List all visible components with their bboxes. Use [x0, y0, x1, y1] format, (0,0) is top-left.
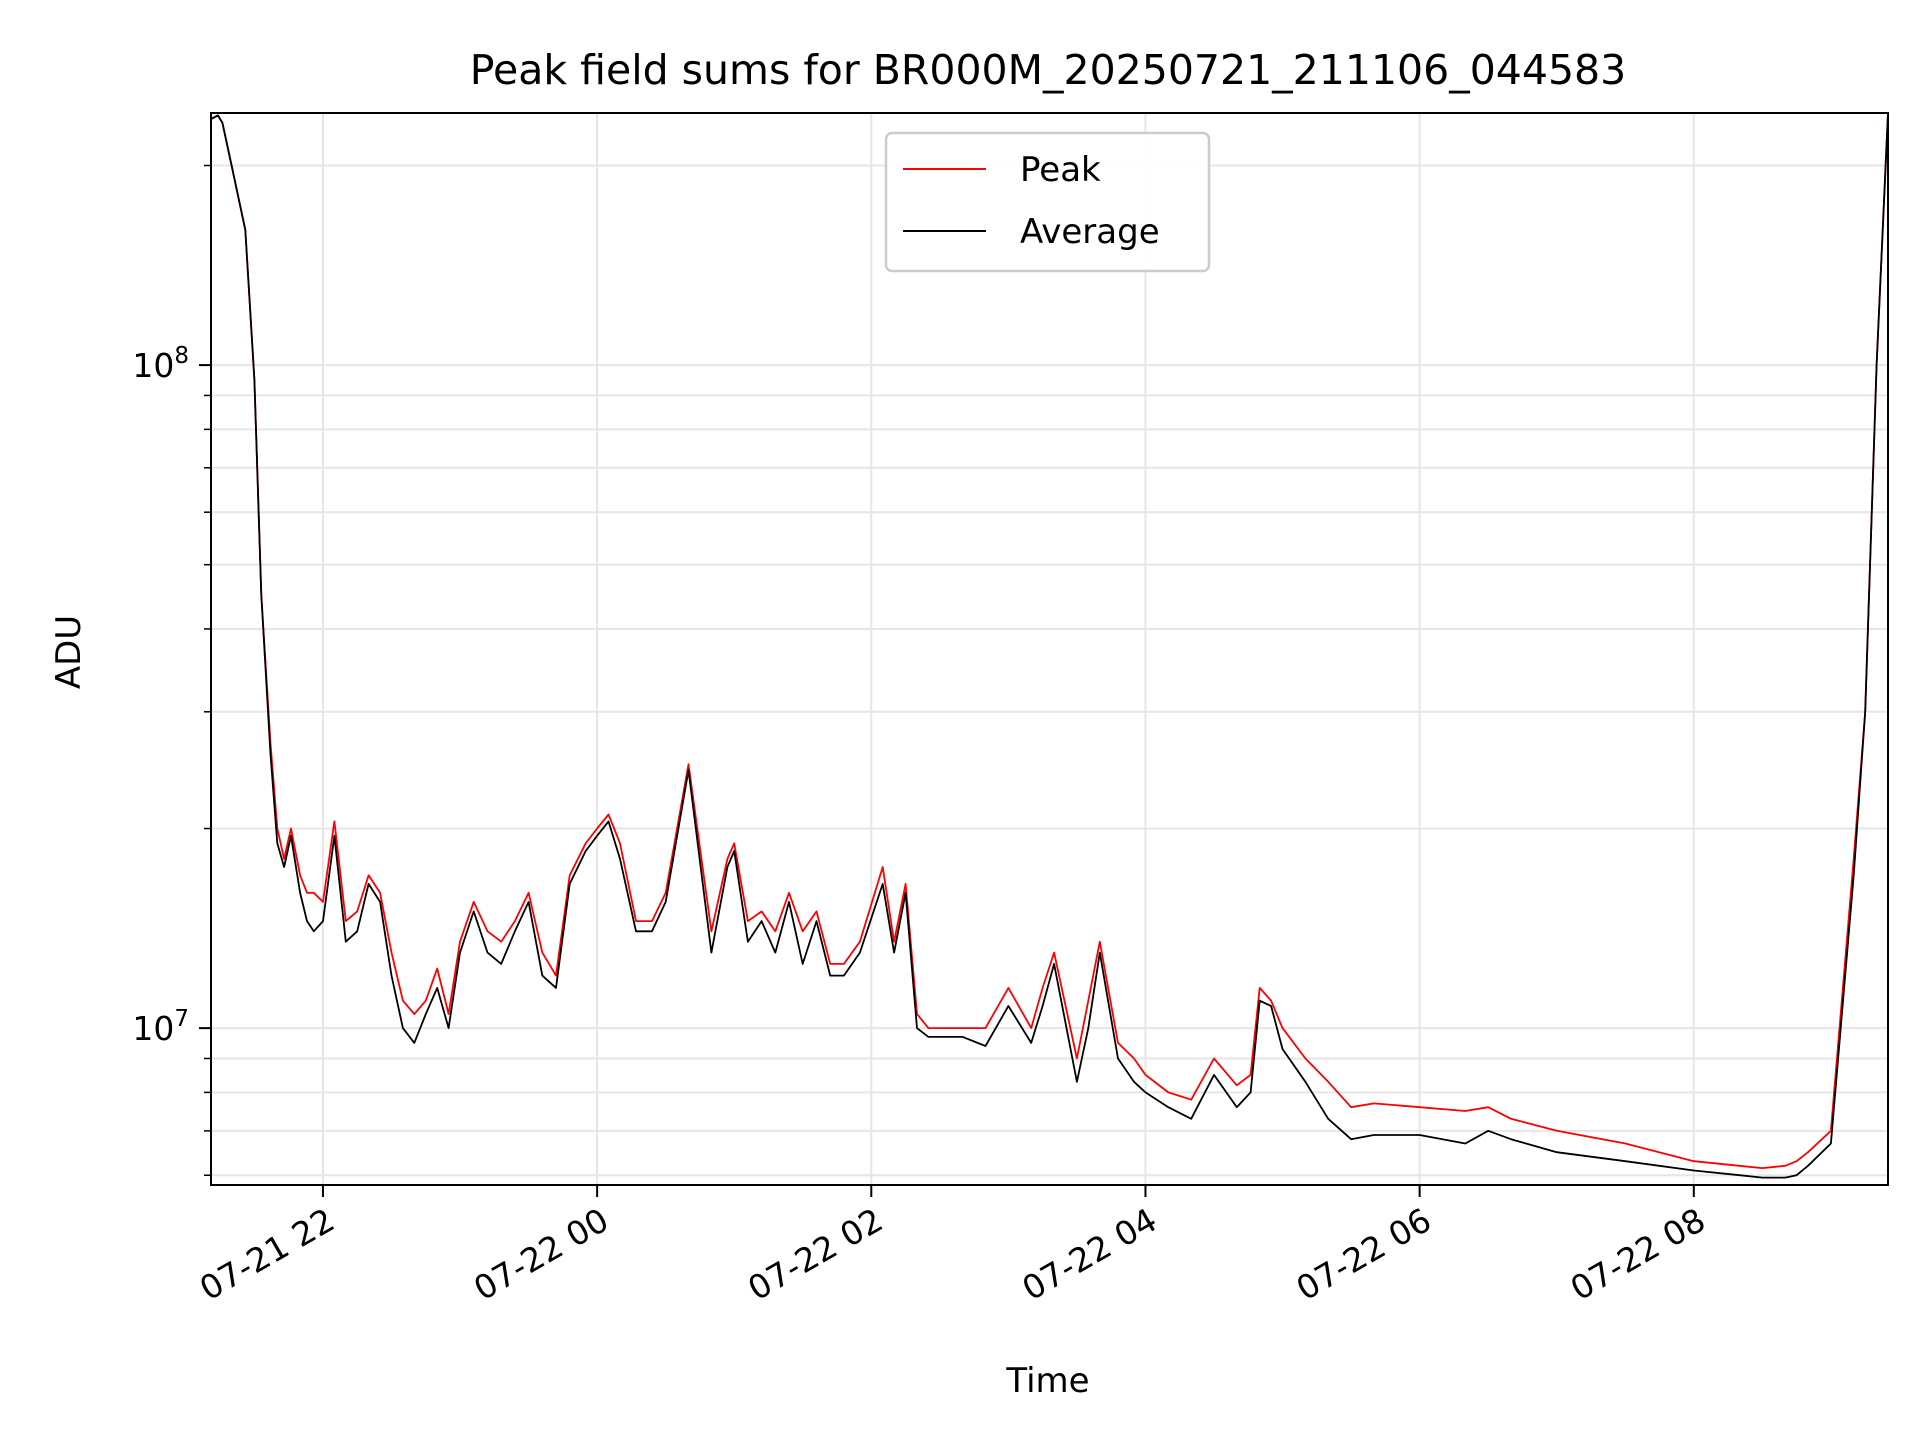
legend: Peak Average: [884, 131, 1211, 273]
y-axis-label: ADU: [49, 615, 89, 689]
series-layer: [210, 112, 1889, 1179]
plot-frame: [210, 112, 1889, 1186]
chart-title: Peak field sums for BR000M_20250721_2111…: [470, 46, 1626, 94]
y-tick-label: 108: [132, 343, 189, 385]
series-line-peak: [210, 112, 1889, 1169]
legend-average-label: Average: [1020, 212, 1160, 252]
series-line-average: [210, 112, 1889, 1179]
grid: [211, 113, 1888, 1185]
legend-box: [884, 131, 1211, 273]
x-axis-label: Time: [1005, 1361, 1089, 1401]
legend-peak-label: Peak: [1020, 150, 1101, 190]
y-tick-label: 107: [132, 1006, 189, 1048]
